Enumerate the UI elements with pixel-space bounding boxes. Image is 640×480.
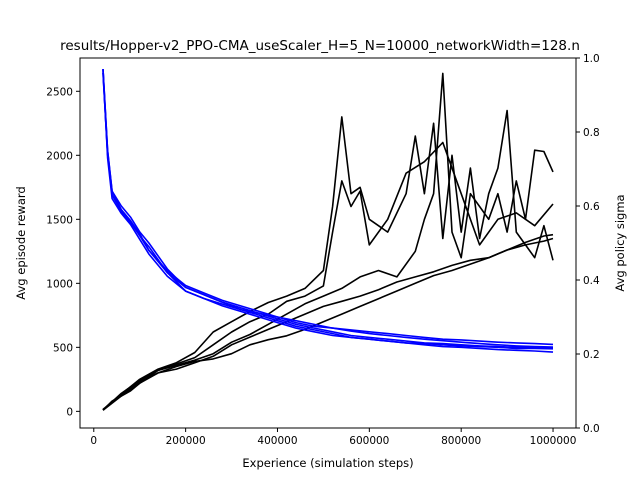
x-tick-label: 1000000 (530, 435, 577, 447)
axes-layer: 0 200000 400000 600000 800000 1000000 0 500 1000… (46, 53, 600, 447)
y-tick-label: 1000 (46, 278, 73, 290)
y-tick-label: 2500 (46, 86, 73, 98)
x-axis-label: Experience (simulation steps) (242, 456, 413, 470)
reward-series-line-5 (102, 72, 554, 411)
y2-tick-label: 0.0 (583, 423, 600, 435)
reward-series-line-4 (102, 109, 554, 411)
y-tick-label: 0 (66, 406, 73, 418)
x-tick-label: 0 (90, 435, 97, 447)
y-tick-label: 2000 (46, 150, 73, 162)
sigma-series-line-5 (102, 69, 554, 348)
sigma-series-line-3 (102, 69, 554, 350)
series-layer (102, 69, 554, 411)
y2-tick-label: 0.4 (583, 275, 600, 287)
reward-series-line-3 (102, 141, 554, 411)
y2-tick-label: 0.8 (583, 127, 600, 139)
y2-tick-label: 0.2 (583, 349, 600, 361)
plot-frame (79, 57, 577, 429)
sigma-series-line-4 (102, 72, 554, 349)
y2-tick-label: 0.6 (583, 201, 600, 213)
y-tick-label: 500 (53, 342, 73, 354)
x-tick-label: 200000 (166, 435, 206, 447)
reward-series-line-2 (102, 237, 554, 411)
sigma-series-line-1 (102, 69, 554, 346)
y2-axis-label: Avg policy sigma (613, 194, 627, 291)
y-axis-label: Avg episode reward (14, 186, 28, 299)
x-tick-label: 600000 (349, 435, 389, 447)
chart-title: results/Hopper-v2_PPO-CMA_useScaler_H=5_… (60, 38, 580, 54)
x-tick-label: 400000 (257, 435, 297, 447)
x-tick-label: 800000 (441, 435, 481, 447)
y2-tick-label: 1.0 (583, 53, 600, 65)
y-tick-label: 1500 (46, 214, 73, 226)
